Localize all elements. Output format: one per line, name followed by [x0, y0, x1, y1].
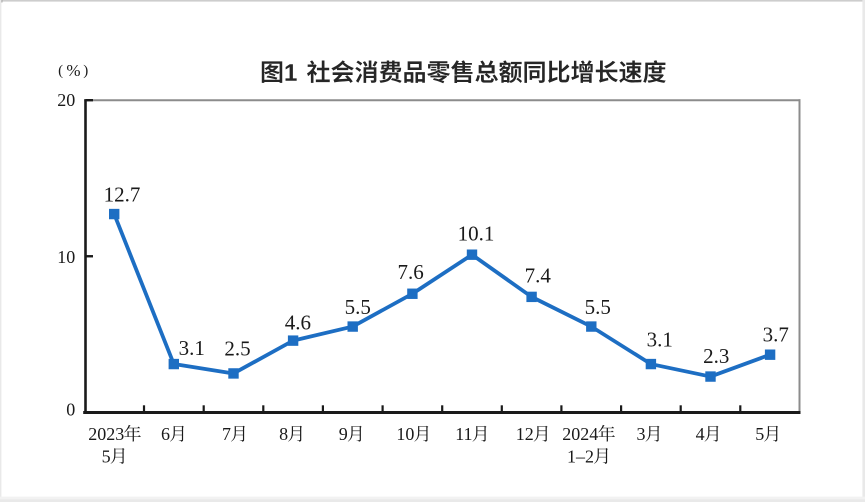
svg-text:8: 8 [279, 424, 288, 444]
svg-text:2.3: 2.3 [703, 344, 729, 368]
svg-text:5.5: 5.5 [585, 295, 611, 319]
svg-text:2.5: 2.5 [224, 337, 250, 361]
svg-text:5.5: 5.5 [345, 295, 371, 319]
svg-text:10.1: 10.1 [458, 222, 495, 246]
svg-text:6: 6 [161, 424, 170, 444]
svg-text:%: % [66, 61, 80, 80]
svg-text:3.1: 3.1 [179, 336, 205, 360]
svg-text:2023: 2023 [88, 424, 124, 444]
svg-text:10: 10 [57, 247, 75, 267]
svg-text:9: 9 [339, 424, 348, 444]
svg-text:0: 0 [66, 399, 75, 419]
svg-text:20: 20 [57, 90, 75, 110]
svg-text:4.6: 4.6 [285, 311, 311, 335]
svg-text:10: 10 [396, 424, 414, 444]
svg-text:12: 12 [516, 424, 534, 444]
svg-text:4: 4 [696, 424, 705, 444]
svg-text:12.7: 12.7 [104, 182, 141, 206]
svg-text:2024: 2024 [562, 424, 598, 444]
svg-text:1–2: 1–2 [567, 446, 594, 466]
svg-text:5: 5 [755, 424, 764, 444]
svg-text:): ) [83, 63, 88, 79]
svg-text:11: 11 [455, 424, 472, 444]
svg-text:3.7: 3.7 [763, 322, 789, 346]
svg-text:7.6: 7.6 [397, 260, 423, 284]
svg-text:5: 5 [102, 446, 111, 466]
svg-text:3.1: 3.1 [647, 327, 673, 351]
svg-text:3: 3 [637, 424, 646, 444]
svg-text:7: 7 [222, 424, 231, 444]
svg-text:7.4: 7.4 [525, 264, 552, 288]
svg-text:(: ( [58, 63, 63, 79]
